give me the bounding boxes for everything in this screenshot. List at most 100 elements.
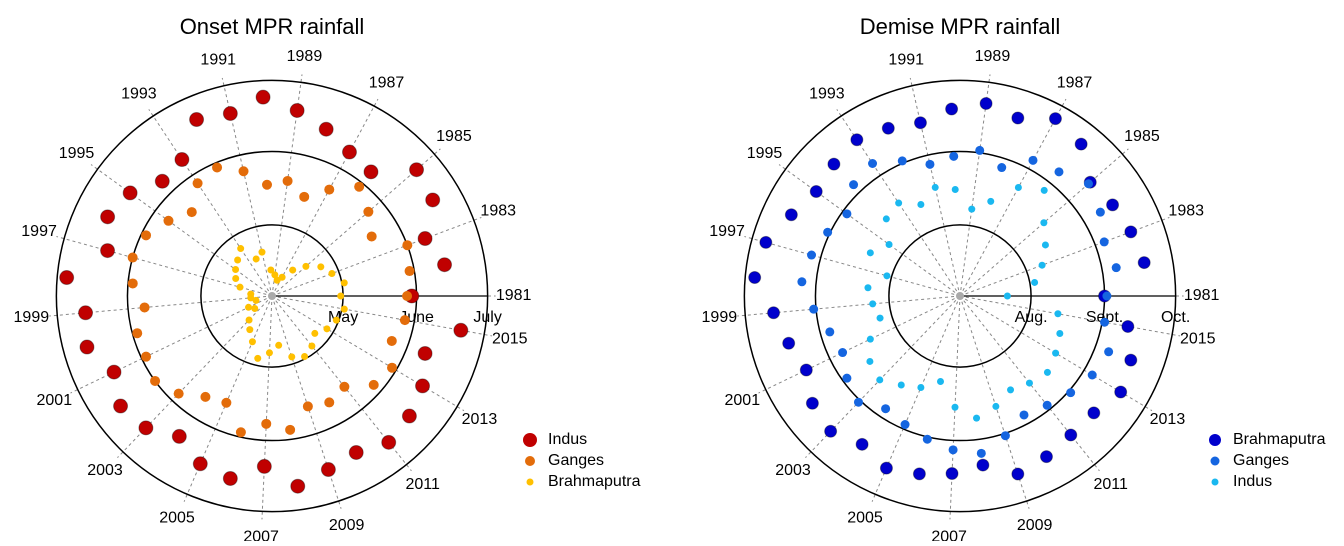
point: [1031, 278, 1039, 286]
point: [222, 105, 238, 121]
point: [1011, 111, 1025, 125]
point: [1087, 406, 1101, 420]
point: [1095, 207, 1105, 217]
point: [1083, 179, 1093, 189]
point: [258, 248, 266, 256]
point: [799, 363, 813, 377]
point: [237, 245, 245, 253]
point: [402, 291, 413, 301]
point: [917, 200, 925, 208]
point: [417, 231, 433, 247]
theta-grid-line: [261, 295, 273, 520]
point: [189, 112, 205, 128]
point: [876, 314, 884, 322]
legend-marker: [1211, 478, 1219, 486]
theta-tick-label: 2009: [1017, 517, 1053, 534]
point: [1000, 431, 1010, 441]
point: [186, 207, 197, 218]
point: [138, 420, 154, 436]
theta-tick-label: 1993: [121, 86, 157, 103]
theta-tick-label: 1989: [287, 48, 323, 65]
point: [922, 434, 932, 444]
point: [236, 283, 244, 291]
point: [949, 151, 959, 161]
theta-tick-label: 2011: [405, 476, 440, 493]
point: [913, 116, 927, 130]
point: [273, 276, 281, 284]
theta-grid-line: [271, 295, 465, 412]
point: [285, 424, 296, 435]
point: [261, 418, 272, 429]
point: [127, 278, 138, 289]
point: [748, 271, 762, 285]
point: [409, 162, 425, 178]
point: [881, 404, 891, 414]
point: [289, 102, 305, 118]
point: [976, 448, 986, 458]
center: [268, 292, 276, 300]
point: [340, 305, 348, 313]
point: [332, 316, 340, 324]
theta-tick-label: 2005: [847, 509, 883, 526]
point: [339, 381, 350, 392]
point: [238, 166, 249, 177]
point: [823, 227, 833, 237]
point: [192, 178, 203, 189]
point: [171, 428, 187, 444]
theta-tick-label: 2007: [243, 529, 279, 541]
point: [951, 185, 959, 193]
point: [782, 336, 796, 350]
point: [174, 152, 190, 168]
point: [1038, 261, 1046, 269]
point: [341, 144, 357, 160]
theta-grid-line: [959, 216, 1170, 297]
point: [245, 316, 253, 324]
theta-grid-line: [909, 77, 961, 297]
legend-marker: [1209, 434, 1221, 446]
point: [437, 257, 453, 273]
legend-marker: [1210, 456, 1220, 466]
point: [402, 240, 413, 251]
point: [1087, 370, 1097, 380]
legend-label: Indus: [548, 431, 587, 448]
point: [1048, 112, 1062, 126]
point: [951, 403, 959, 411]
point: [122, 185, 138, 201]
theta-tick-label: 1991: [200, 52, 236, 69]
point: [987, 197, 995, 205]
point: [363, 164, 379, 180]
point: [302, 262, 310, 270]
point: [127, 252, 138, 263]
point: [973, 414, 981, 422]
point: [200, 391, 211, 402]
point: [809, 304, 819, 314]
point: [404, 266, 415, 277]
point: [1137, 256, 1151, 270]
theta-grid-line: [56, 236, 273, 297]
point: [1041, 241, 1049, 249]
point: [1054, 167, 1064, 177]
point: [234, 256, 242, 264]
point: [797, 277, 807, 287]
theta-tick-label: 1987: [369, 74, 405, 91]
point: [59, 270, 75, 286]
point: [824, 424, 838, 438]
point: [401, 408, 417, 424]
theta-tick-label: 1985: [436, 128, 472, 145]
point: [324, 397, 335, 408]
legend-label: Brahmaputra: [548, 473, 641, 490]
point: [1040, 219, 1048, 227]
point: [1052, 349, 1060, 357]
point: [256, 458, 272, 474]
point: [252, 296, 260, 304]
point: [976, 458, 990, 472]
theta-grid-line: [70, 295, 273, 394]
point: [282, 175, 293, 186]
point: [1121, 319, 1135, 333]
theta-tick-label: 1999: [14, 309, 50, 326]
point: [301, 353, 309, 361]
legend-label: Brahmaputra: [1233, 431, 1326, 448]
point: [900, 420, 910, 430]
legend-label: Ganges: [548, 452, 604, 469]
theta-tick-label: 1993: [809, 86, 845, 103]
